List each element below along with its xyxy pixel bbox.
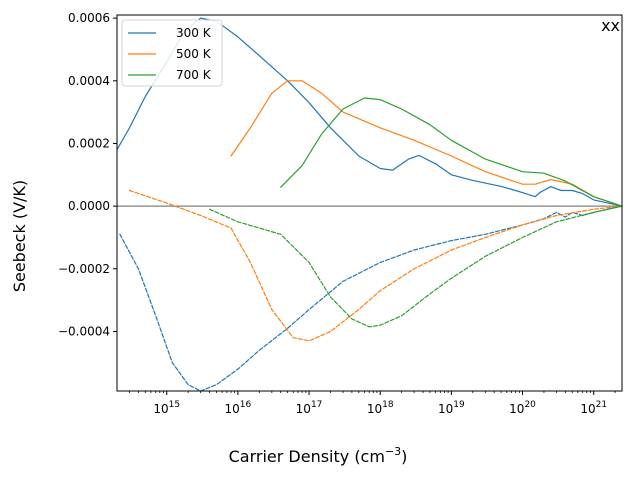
x-axis-title-close: ) xyxy=(401,447,407,466)
series-500k-negative-line xyxy=(128,189,622,342)
series-700k-positive-line xyxy=(280,97,622,207)
x-tick-label: 1020 xyxy=(509,400,536,416)
x-tick-label: 1015 xyxy=(153,400,180,416)
y-tick-label: 0.0004 xyxy=(68,74,110,88)
series-300k-positive-line xyxy=(117,17,622,207)
x-tick-label: 1018 xyxy=(367,400,394,416)
legend-entry-label: 300 K xyxy=(176,26,212,40)
x-axis-title-main: Carrier Density (cm xyxy=(229,447,385,466)
legend-box xyxy=(121,19,223,87)
legend: 300 K 500 K 700 K xyxy=(121,19,223,87)
legend-entry-label: 500 K xyxy=(176,47,212,61)
y-tick-label: 0.0006 xyxy=(68,11,110,25)
corner-label: xx xyxy=(601,16,620,35)
y-axis-title: Seebeck (V/K) xyxy=(10,180,29,292)
x-tick-label: 1016 xyxy=(225,400,252,416)
x-tick-label: 1017 xyxy=(296,400,323,416)
x-tick-label: 1021 xyxy=(580,400,607,416)
y-tick-label: −0.0004 xyxy=(58,324,110,338)
x-axis-title: Carrier Density (cm−3) xyxy=(229,445,408,466)
legend-entry-label: 700 K xyxy=(176,68,212,82)
series-700k-negative-line xyxy=(209,205,622,328)
y-tick-label: −0.0002 xyxy=(58,262,110,276)
y-tick-label: 0.0002 xyxy=(68,136,110,150)
y-tick-label: 0.0000 xyxy=(68,199,110,213)
x-axis-title-sup: −3 xyxy=(385,445,401,458)
x-tick-label: 1019 xyxy=(438,400,465,416)
series-500k-positive-line xyxy=(230,80,622,207)
series-300k-negative-line xyxy=(119,205,622,391)
